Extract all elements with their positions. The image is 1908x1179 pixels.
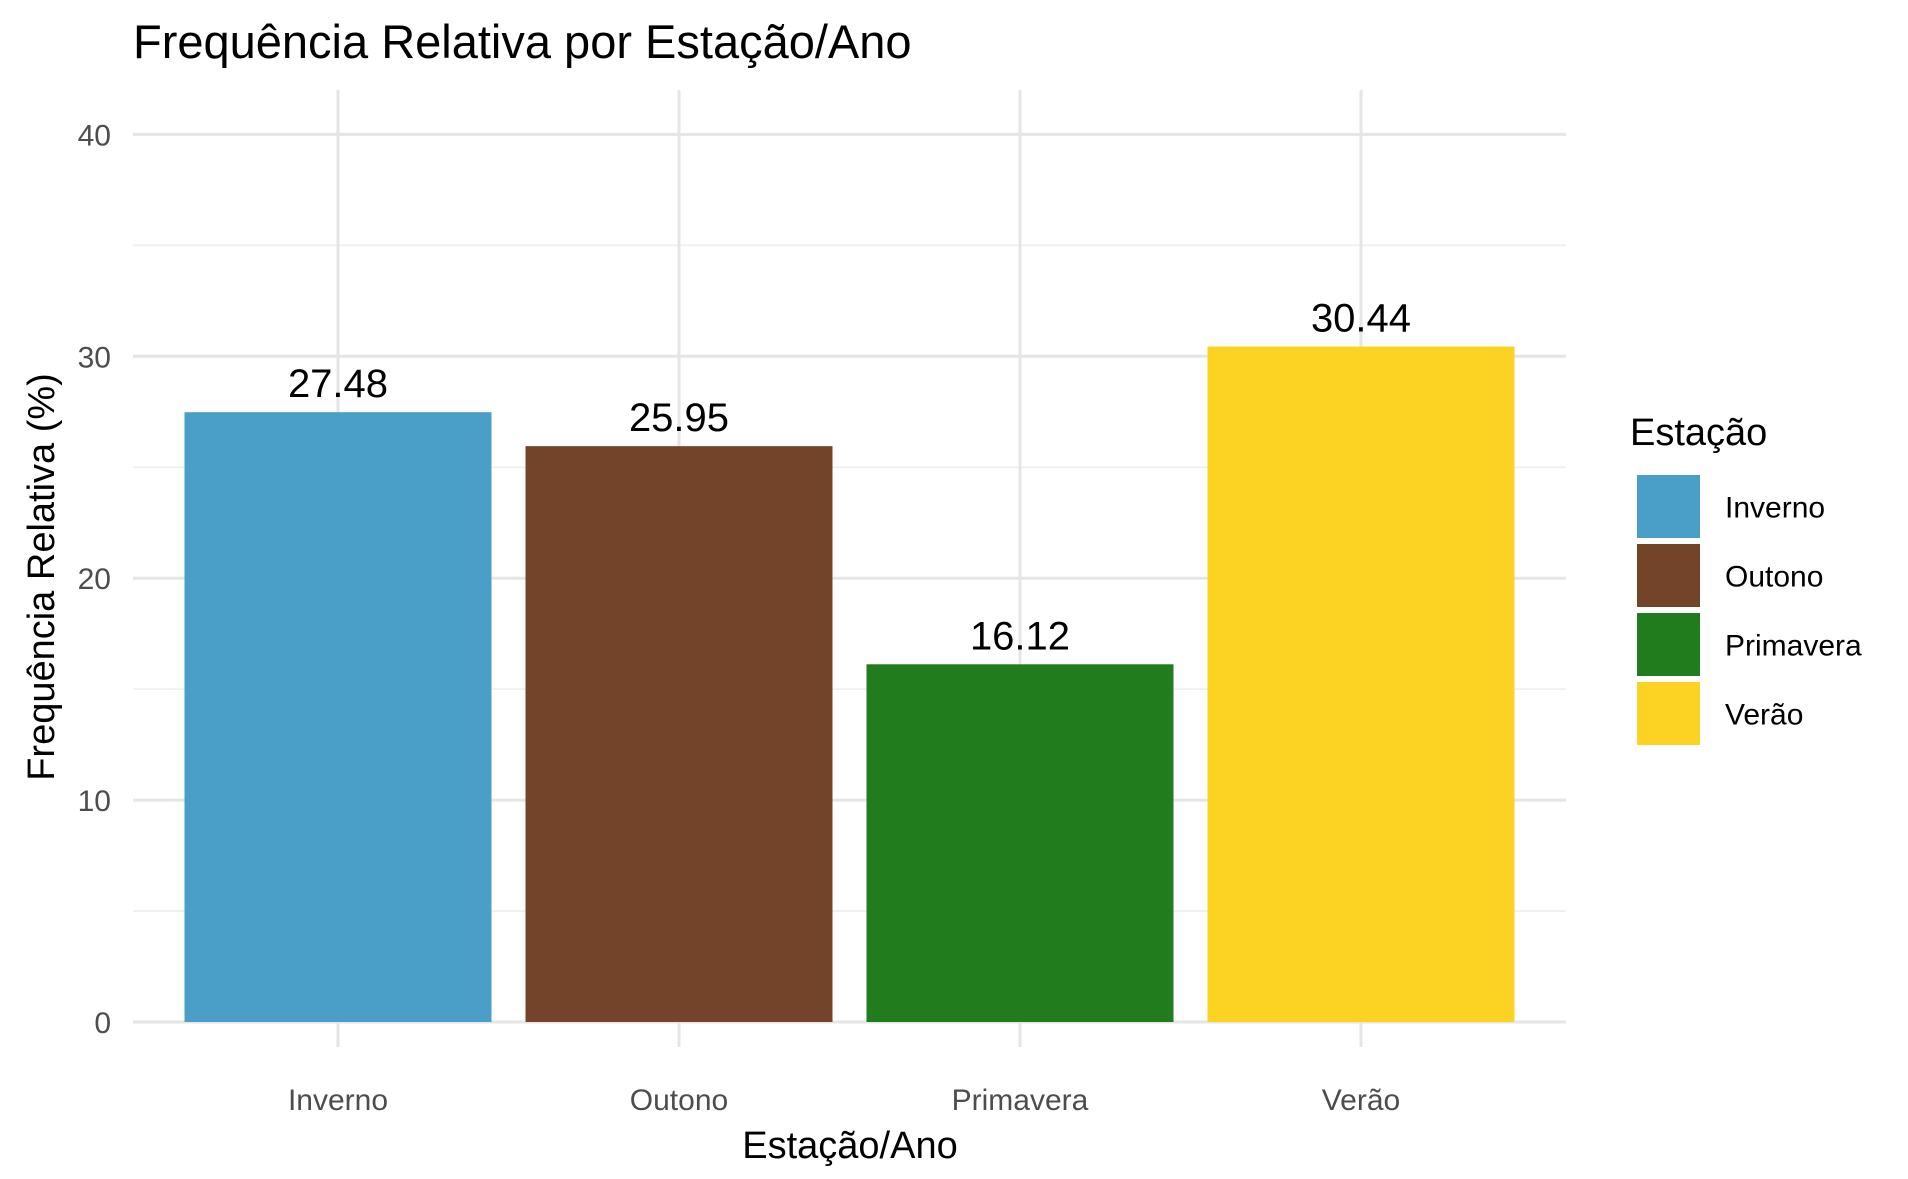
bar-inverno <box>184 412 492 1023</box>
bar-verão <box>1207 346 1515 1022</box>
legend-label: Primavera <box>1725 630 1862 663</box>
x-tick-label: Verão <box>1322 1084 1400 1117</box>
data-label: 30.44 <box>1311 297 1411 341</box>
y-axis-title: Frequência Relativa (%) <box>21 373 63 781</box>
bars <box>184 346 1515 1023</box>
y-tick-label: 20 <box>78 563 111 596</box>
data-label: 16.12 <box>970 614 1070 658</box>
data-label: 27.48 <box>288 362 388 406</box>
legend-title: Estação <box>1630 412 1767 454</box>
y-tick-label: 10 <box>78 785 111 818</box>
legend-key-outono <box>1637 544 1700 607</box>
data-label: 25.95 <box>629 396 729 440</box>
legend-label: Inverno <box>1725 492 1825 525</box>
data-labels: 27.48 25.95 16.12 30.44 <box>288 297 1411 659</box>
legend-items: Inverno Outono Primavera Verão <box>1637 475 1862 745</box>
y-tick-label: 30 <box>78 341 111 374</box>
legend-key-verão <box>1637 682 1700 745</box>
legend-key-inverno <box>1637 475 1700 538</box>
legend-key-primavera <box>1637 613 1700 676</box>
x-axis-ticks: Inverno Outono Primavera Verão <box>288 1084 1400 1117</box>
x-axis-title: Estação/Ano <box>742 1125 957 1167</box>
x-tick-label: Primavera <box>952 1084 1089 1117</box>
y-axis-ticks: 0 10 20 30 40 <box>78 119 111 1040</box>
bar-primavera <box>866 664 1174 1022</box>
chart-title: Frequência Relativa por Estação/Ano <box>133 15 912 68</box>
legend: Estação Inverno Outono Primavera Verão <box>1630 412 1862 745</box>
y-tick-label: 0 <box>94 1007 111 1040</box>
legend-label: Outono <box>1725 561 1823 594</box>
legend-label: Verão <box>1725 699 1803 732</box>
bar-outono <box>525 446 833 1023</box>
y-tick-label: 40 <box>78 119 111 152</box>
x-tick-label: Inverno <box>288 1084 388 1117</box>
x-tick-label: Outono <box>630 1084 728 1117</box>
